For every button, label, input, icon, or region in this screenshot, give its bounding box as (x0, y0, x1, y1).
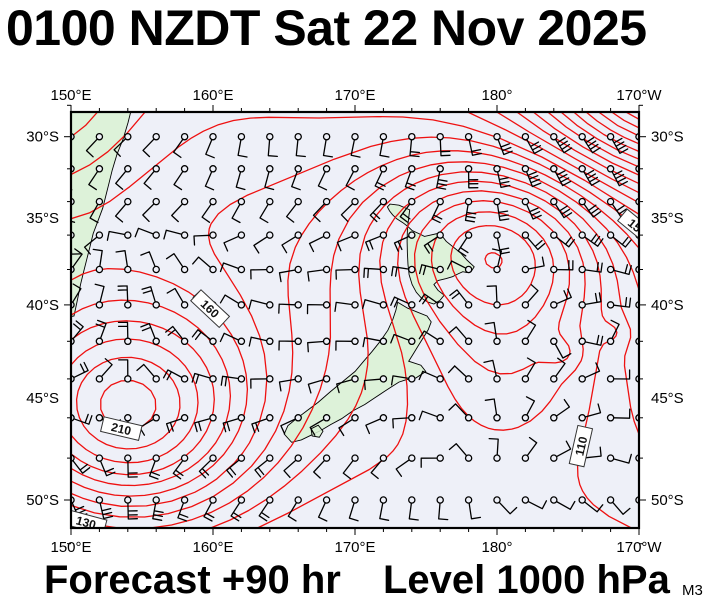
svg-text:170°W: 170°W (616, 87, 662, 104)
svg-text:50°S: 50°S (26, 492, 59, 509)
svg-text:40°S: 40°S (651, 297, 684, 314)
svg-text:160°E: 160°E (192, 539, 233, 556)
svg-text:150°E: 150°E (50, 87, 91, 104)
svg-text:180°: 180° (481, 87, 512, 104)
svg-text:50°S: 50°S (651, 492, 684, 509)
svg-text:35°S: 35°S (651, 210, 684, 227)
svg-text:40°S: 40°S (26, 297, 59, 314)
svg-text:160°E: 160°E (192, 87, 233, 104)
svg-text:45°S: 45°S (651, 390, 684, 407)
svg-text:30°S: 30°S (26, 129, 59, 146)
svg-text:30°S: 30°S (651, 129, 684, 146)
svg-text:170°E: 170°E (334, 87, 375, 104)
svg-text:180°: 180° (481, 539, 512, 556)
svg-text:35°S: 35°S (26, 210, 59, 227)
svg-text:170°E: 170°E (334, 539, 375, 556)
svg-text:150°E: 150°E (50, 539, 91, 556)
svg-text:170°W: 170°W (616, 539, 662, 556)
svg-text:45°S: 45°S (26, 390, 59, 407)
